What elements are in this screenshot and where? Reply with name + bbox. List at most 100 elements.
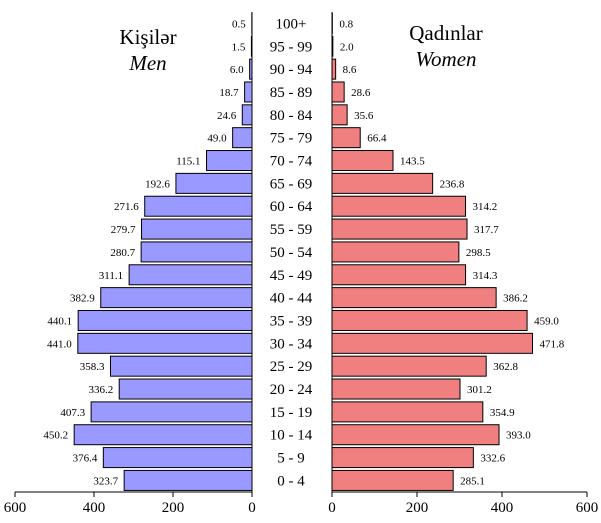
women-bar — [331, 332, 534, 354]
men-data-label: 49.0 — [207, 133, 227, 145]
men-data-label: 376.4 — [73, 453, 98, 465]
age-group-label: 25 - 29 — [270, 359, 313, 375]
women-data-label: 471.8 — [540, 338, 565, 350]
women-bar — [331, 195, 467, 217]
women-data-label: 143.5 — [400, 156, 425, 168]
men-data-label: 382.9 — [70, 293, 95, 305]
women-bar — [331, 81, 345, 103]
men-subtitle: Men — [128, 51, 166, 75]
women-data-label: 354.9 — [490, 407, 515, 419]
women-bar — [331, 424, 500, 446]
axes: 600 400 200 0 0 200 400 600 — [4, 12, 599, 516]
men-data-label: 440.1 — [47, 315, 72, 327]
women-x-tick-label: 400 — [491, 500, 514, 516]
women-bar — [331, 104, 348, 126]
age-group-label: 90 - 94 — [270, 62, 313, 78]
women-bar — [331, 287, 497, 309]
women-bar — [331, 218, 468, 240]
age-group-label: 65 - 69 — [270, 176, 313, 192]
women-data-label: 298.5 — [466, 247, 491, 259]
men-data-label: 323.7 — [93, 475, 118, 487]
women-bar — [331, 172, 434, 194]
men-bar — [102, 447, 253, 469]
men-bar — [128, 264, 253, 286]
women-data-label: 314.3 — [473, 270, 498, 282]
women-x-tick-label: 600 — [576, 500, 599, 516]
women-data-label: 66.4 — [367, 133, 387, 145]
women-x-tick-label: 200 — [406, 500, 429, 516]
men-data-label: 6.0 — [230, 64, 244, 76]
age-group-label: 85 - 89 — [270, 85, 313, 101]
age-group-label: 50 - 54 — [270, 245, 313, 261]
men-data-label: 271.6 — [114, 201, 139, 213]
men-x-tick-label: 400 — [83, 500, 106, 516]
age-group-label: 70 - 74 — [270, 154, 313, 170]
men-bar — [100, 287, 253, 309]
men-data-label: 407.3 — [60, 407, 85, 419]
women-data-label: 285.1 — [460, 475, 485, 487]
men-data-label: 311.1 — [99, 270, 123, 282]
men-bar — [244, 81, 253, 103]
age-group-labels: 100+ 95 - 99 90 - 94 85 - 89 80 - 84 75 - 79 7… — [270, 16, 313, 489]
men-data-label: 450.2 — [43, 430, 68, 442]
age-group-label: 0 - 4 — [277, 473, 305, 489]
men-bar — [77, 332, 253, 354]
women-subtitle: Women — [415, 47, 476, 71]
age-group-label: 100+ — [276, 16, 307, 32]
women-data-label: 28.6 — [351, 87, 371, 99]
women-bar — [331, 401, 484, 423]
age-group-label: 95 - 99 — [270, 39, 313, 55]
women-data-label: 236.8 — [440, 178, 465, 190]
men-bar — [144, 195, 253, 217]
men-data-label: 0.5 — [232, 18, 246, 30]
men-data-label: 115.1 — [176, 156, 200, 168]
women-bar — [331, 447, 474, 469]
women-data-label: 2.0 — [340, 41, 354, 53]
men-title: Kişilər — [119, 25, 176, 49]
men-data-label: 192.6 — [145, 178, 170, 190]
women-data-label: 332.6 — [480, 453, 505, 465]
women-data-label: 393.0 — [506, 430, 531, 442]
men-bar — [241, 104, 253, 126]
age-group-label: 30 - 34 — [270, 336, 313, 352]
women-data-label: 362.8 — [493, 361, 518, 373]
men-data-labels: 0.5 1.5 6.0 18.7 24.6 49.0 115.1 192.6 271.6 279.… — [43, 18, 246, 487]
men-bar — [141, 218, 253, 240]
age-group-label: 45 - 49 — [270, 268, 313, 284]
women-data-label: 8.6 — [343, 64, 357, 76]
men-x-tick-label: 0 — [248, 500, 256, 516]
women-data-labels: 0.8 2.0 8.6 28.6 35.6 66.4 143.5 236.8 314.2 317.… — [339, 18, 564, 487]
men-bars — [73, 12, 253, 491]
women-bar — [331, 355, 487, 377]
age-group-label: 80 - 84 — [270, 108, 313, 124]
men-data-label: 1.5 — [232, 41, 246, 53]
men-bar — [140, 241, 253, 263]
women-bar — [331, 150, 394, 172]
men-bar — [77, 309, 253, 331]
women-bar — [331, 58, 337, 80]
men-bar — [123, 469, 253, 491]
men-bar — [118, 378, 253, 400]
age-group-label: 15 - 19 — [270, 405, 313, 421]
women-data-label: 386.2 — [503, 293, 528, 305]
age-group-label: 55 - 59 — [270, 222, 313, 238]
men-data-label: 336.2 — [88, 384, 113, 396]
age-group-label: 75 - 79 — [270, 131, 313, 147]
women-data-label: 0.8 — [339, 18, 353, 30]
women-data-label: 301.2 — [467, 384, 492, 396]
women-data-label: 317.7 — [474, 224, 499, 236]
women-data-label: 459.0 — [534, 315, 559, 327]
men-bar — [109, 355, 253, 377]
age-group-label: 10 - 14 — [270, 428, 313, 444]
men-bar — [206, 150, 253, 172]
age-group-label: 60 - 64 — [270, 199, 313, 215]
men-bar — [73, 424, 253, 446]
men-bar — [175, 172, 253, 194]
women-bar — [331, 469, 454, 491]
age-group-label: 5 - 9 — [277, 451, 305, 467]
women-bars — [331, 12, 534, 491]
women-bar — [331, 309, 528, 331]
men-data-label: 358.3 — [80, 361, 105, 373]
women-bar — [331, 378, 461, 400]
